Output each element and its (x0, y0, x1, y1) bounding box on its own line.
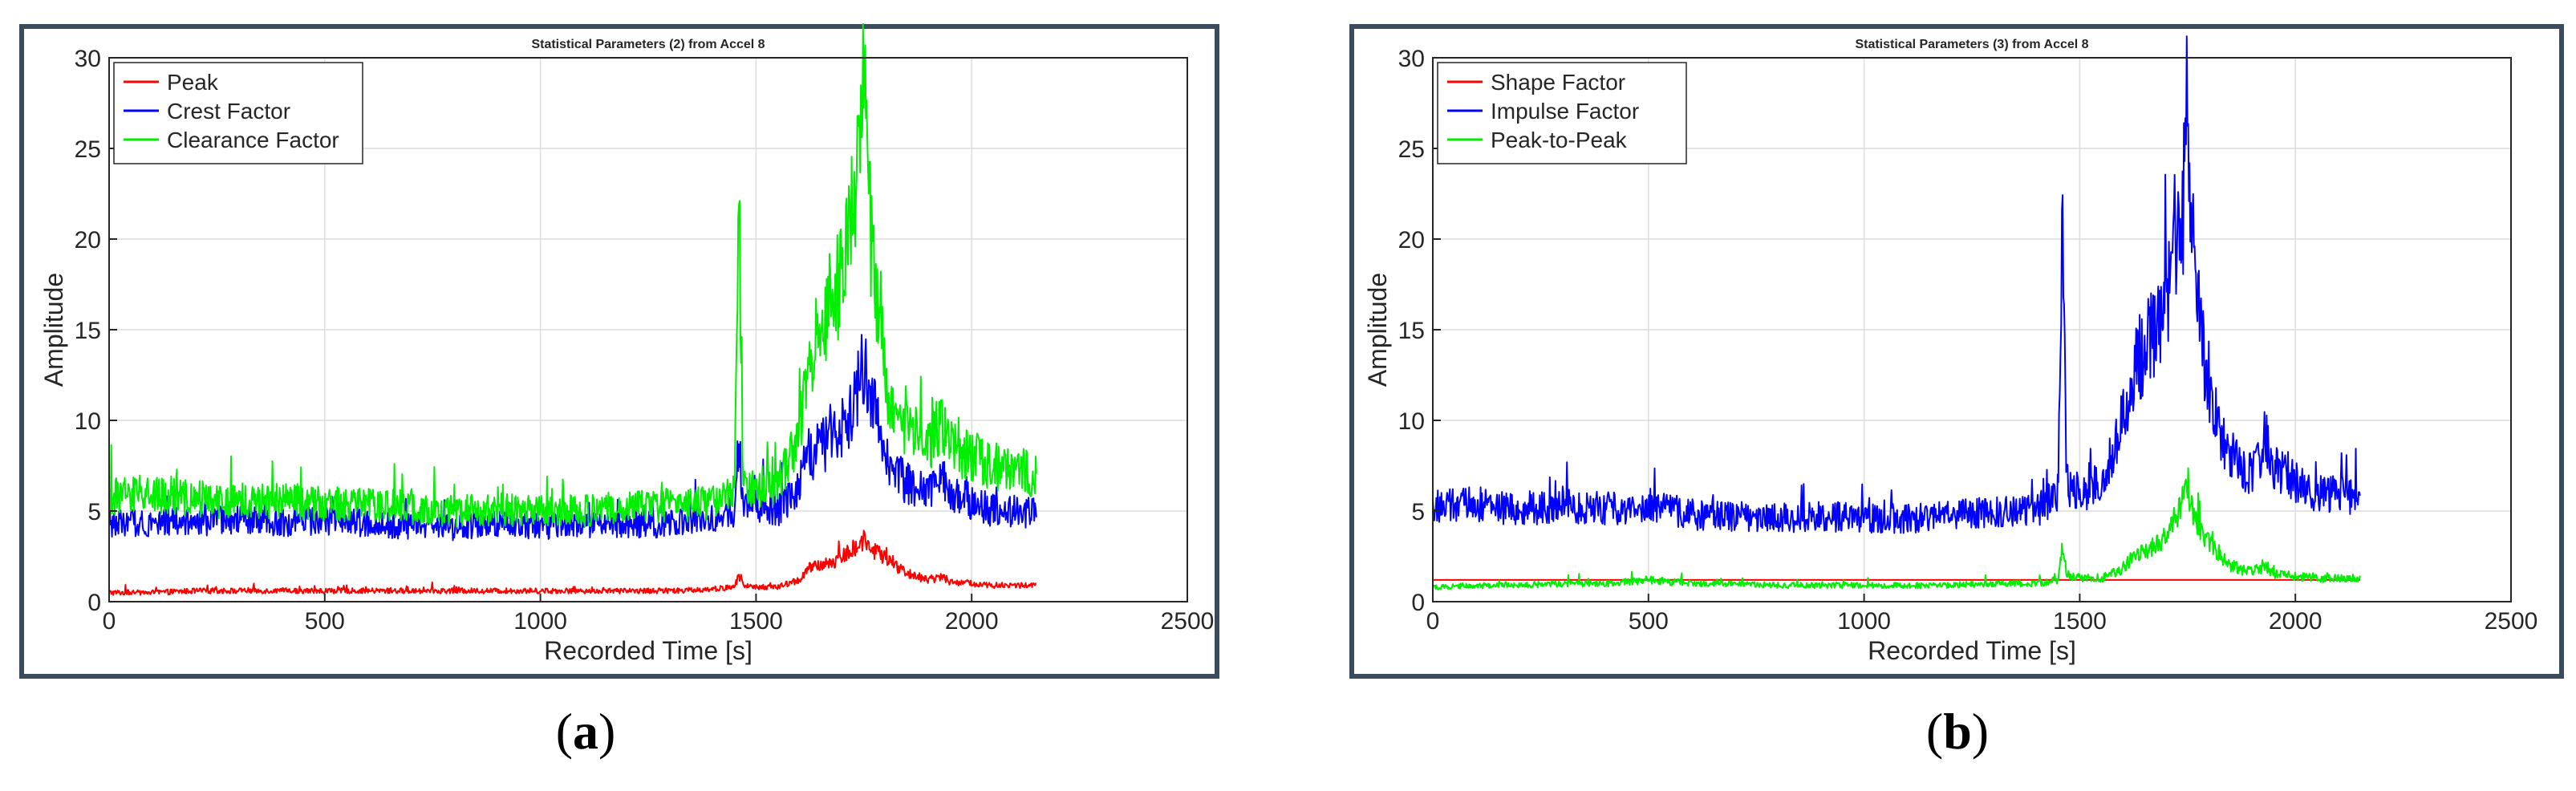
chart-b-y-tick-label: 25 (1398, 136, 1425, 163)
chart-a-y-tick-label: 10 (75, 408, 101, 435)
chart-b-x-tick-label: 1000 (1837, 608, 1891, 635)
chart-a-y-tick-label: 0 (87, 590, 101, 616)
chart-a-x-tick-label: 1000 (513, 608, 567, 635)
chart-a-legend (113, 62, 363, 164)
chart-a-x-tick-label: 0 (103, 608, 116, 635)
chart-b-y-tick-label: 5 (1411, 499, 1425, 525)
chart-a-y-tick-label: 30 (75, 46, 101, 72)
chart-a-legend-label: Peak (167, 70, 219, 95)
chart-b-y-tick-label: 15 (1398, 318, 1425, 344)
chart-b-legend-label: Peak-to-Peak (1491, 128, 1628, 152)
chart-b-title: Statistical Parameters (3) from Accel 8 (1855, 38, 2088, 51)
chart-a-series-crest-factor (108, 334, 1037, 542)
chart-b-y-tick-label: 10 (1398, 408, 1425, 435)
chart-a-series-peak (108, 529, 1036, 596)
chart-b-legend (1437, 62, 1687, 164)
chart-b-x-tick-label: 1500 (2053, 608, 2107, 635)
chart-b-series-peak-to-peak (1432, 467, 2361, 590)
chart-a-y-tick-label: 5 (87, 499, 101, 525)
chart-b-x-label: Recorded Time [s] (1868, 636, 2076, 665)
chart-a-legend-label: Clearance Factor (167, 128, 339, 152)
chart-a-y-tick-label: 15 (75, 318, 101, 344)
chart-a-y-tick-label: 25 (75, 136, 101, 163)
caption-b: (b) (1925, 703, 1990, 760)
chart-a-series-clearance-factor (108, 22, 1037, 528)
chart-b-legend-label: Impulse Factor (1491, 99, 1639, 124)
chart-a-x-tick-label: 2000 (945, 608, 999, 635)
chart-b-x-tick-label: 2500 (2485, 608, 2538, 635)
chart-a-x-tick-label: 500 (305, 608, 345, 635)
chart-a-x-tick-label: 2500 (1161, 608, 1215, 635)
chart-a-title: Statistical Parameters (2) from Accel 8 (531, 38, 765, 51)
chart-b-y-label: Amplitude (1363, 273, 1392, 387)
chart-b-legend-label: Shape Factor (1491, 70, 1625, 95)
chart-b-y-tick-label: 30 (1398, 46, 1425, 72)
chart-a-y-label: Amplitude (39, 273, 68, 387)
chart-b-series-impulse-factor (1432, 35, 2361, 534)
chart-b-y-tick-label: 0 (1411, 590, 1425, 616)
chart-b-x-tick-label: 500 (1629, 608, 1669, 635)
chart-a-x-tick-label: 1500 (729, 608, 783, 635)
chart-b-y-tick-label: 20 (1398, 227, 1425, 254)
chart-a-x-label: Recorded Time [s] (544, 636, 753, 665)
chart-a-y-tick-label: 20 (75, 227, 101, 254)
chart-a-legend-label: Crest Factor (167, 99, 290, 124)
caption-a: (a) (555, 703, 616, 760)
chart-b-x-tick-label: 2000 (2269, 608, 2322, 635)
chart-b-x-tick-label: 0 (1426, 608, 1440, 635)
